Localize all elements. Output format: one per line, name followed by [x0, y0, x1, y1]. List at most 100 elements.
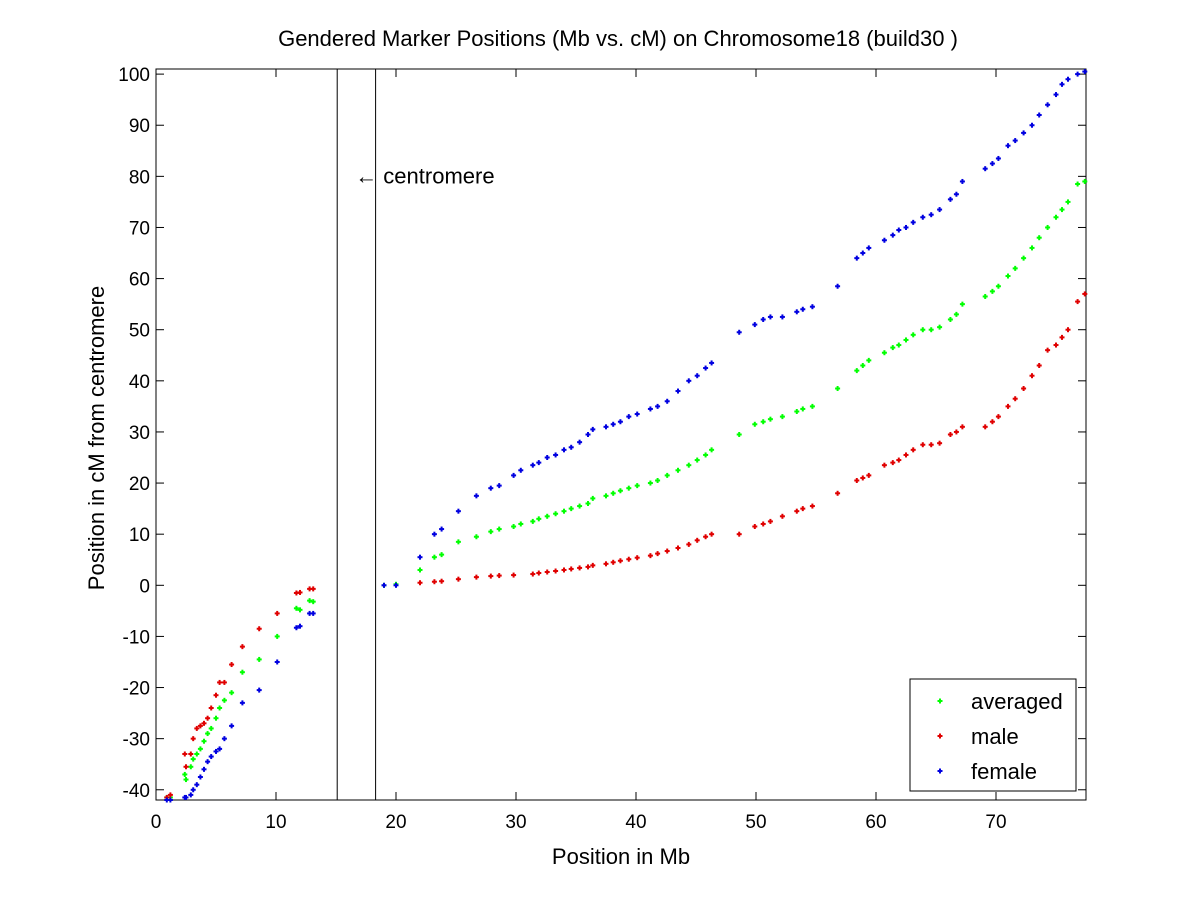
- male-point: [1036, 362, 1042, 368]
- averaged-point: [709, 447, 715, 453]
- x-tick-label: 70: [985, 812, 1006, 833]
- averaged-point: [603, 493, 609, 499]
- male-point: [511, 572, 517, 578]
- female-point: [381, 582, 387, 588]
- male-point: [1012, 396, 1018, 402]
- female-point: [1082, 69, 1088, 75]
- male-point: [1021, 385, 1027, 391]
- male-point: [310, 586, 316, 592]
- y-tick-label: 40: [129, 372, 150, 393]
- female-point: [937, 207, 943, 213]
- male-point: [860, 475, 866, 481]
- male-point: [809, 503, 815, 509]
- male-point: [617, 558, 623, 564]
- male-point: [995, 414, 1001, 420]
- x-axis: 0 10 20 30 40 50 60 70: [151, 69, 1007, 833]
- female-point: [496, 483, 502, 489]
- female-point: [634, 411, 640, 417]
- male-point: [854, 478, 860, 484]
- plot-area-frame: [155, 68, 1087, 801]
- male-point: [779, 513, 785, 519]
- male-point: [982, 424, 988, 430]
- averaged-point: [655, 478, 661, 484]
- averaged-point: [488, 529, 494, 535]
- averaged-point: [221, 697, 227, 703]
- female-point: [854, 255, 860, 261]
- male-point: [794, 508, 800, 514]
- male-point: [928, 442, 934, 448]
- male-point: [910, 447, 916, 453]
- female-point: [989, 161, 995, 167]
- x-tick-label: 20: [385, 812, 406, 833]
- female-point: [229, 723, 235, 729]
- averaged-point: [1065, 199, 1071, 205]
- female-point: [293, 625, 299, 631]
- averaged-point: [431, 554, 437, 560]
- averaged-point: [835, 385, 841, 391]
- averaged-point: [881, 350, 887, 356]
- averaged-point: [634, 483, 640, 489]
- averaged-point: [182, 771, 188, 777]
- female-point: [561, 447, 567, 453]
- y-axis-label: Position in cM from centromere: [84, 286, 109, 590]
- male-point: [989, 419, 995, 425]
- legend-marker-male: [937, 733, 943, 739]
- female-point: [393, 582, 399, 588]
- male-point: [221, 679, 227, 685]
- averaged-point: [854, 368, 860, 374]
- female-point: [896, 227, 902, 233]
- female-point: [655, 403, 661, 409]
- female-point: [455, 508, 461, 514]
- male-point: [959, 424, 965, 430]
- male-point: [167, 792, 173, 798]
- male-point: [213, 692, 219, 698]
- legend: averaged male female: [909, 678, 1077, 792]
- male-point: [590, 562, 596, 568]
- male-point: [183, 764, 189, 770]
- y-tick-label: -40: [123, 781, 150, 802]
- x-tick-label: 40: [625, 812, 646, 833]
- male-point: [577, 565, 583, 571]
- averaged-point: [1082, 178, 1088, 184]
- chart-title: Gendered Marker Positions (Mb vs. cM) on…: [278, 26, 958, 51]
- male-point: [496, 573, 502, 579]
- male-point: [610, 559, 616, 565]
- male-point: [1053, 342, 1059, 348]
- averaged-point: [686, 462, 692, 468]
- averaged-point: [568, 506, 574, 512]
- male-point: [274, 610, 280, 616]
- y-tick-label: 80: [129, 167, 150, 188]
- female-point: [626, 414, 632, 420]
- legend-marker-female: [937, 768, 943, 774]
- averaged-point: [626, 485, 632, 491]
- averaged-point: [577, 503, 583, 509]
- male-point: [1065, 327, 1071, 333]
- averaged-point: [982, 293, 988, 299]
- female-point: [1012, 138, 1018, 144]
- centromere-label: ← centromere: [355, 163, 494, 188]
- x-tick-label: 0: [151, 812, 162, 833]
- legend-marker-averaged: [937, 698, 943, 704]
- y-tick-label: -10: [123, 627, 150, 648]
- male-point: [675, 545, 681, 551]
- female-point: [577, 439, 583, 445]
- averaged-point: [208, 725, 214, 731]
- legend-label-female: female: [971, 759, 1037, 784]
- female-point: [947, 196, 953, 202]
- female-point: [881, 237, 887, 243]
- male-point: [709, 531, 715, 537]
- female-point: [760, 316, 766, 322]
- female-point: [488, 485, 494, 491]
- female-point: [703, 365, 709, 371]
- female-point: [221, 736, 227, 742]
- female-point: [1075, 71, 1081, 77]
- female-point: [518, 467, 524, 473]
- male-point: [1005, 403, 1011, 409]
- male-point: [488, 573, 494, 579]
- averaged-point: [1075, 181, 1081, 187]
- female-point: [767, 314, 773, 320]
- female-point: [167, 797, 173, 803]
- male-point: [297, 589, 303, 595]
- female-point: [890, 232, 896, 238]
- female-point: [835, 283, 841, 289]
